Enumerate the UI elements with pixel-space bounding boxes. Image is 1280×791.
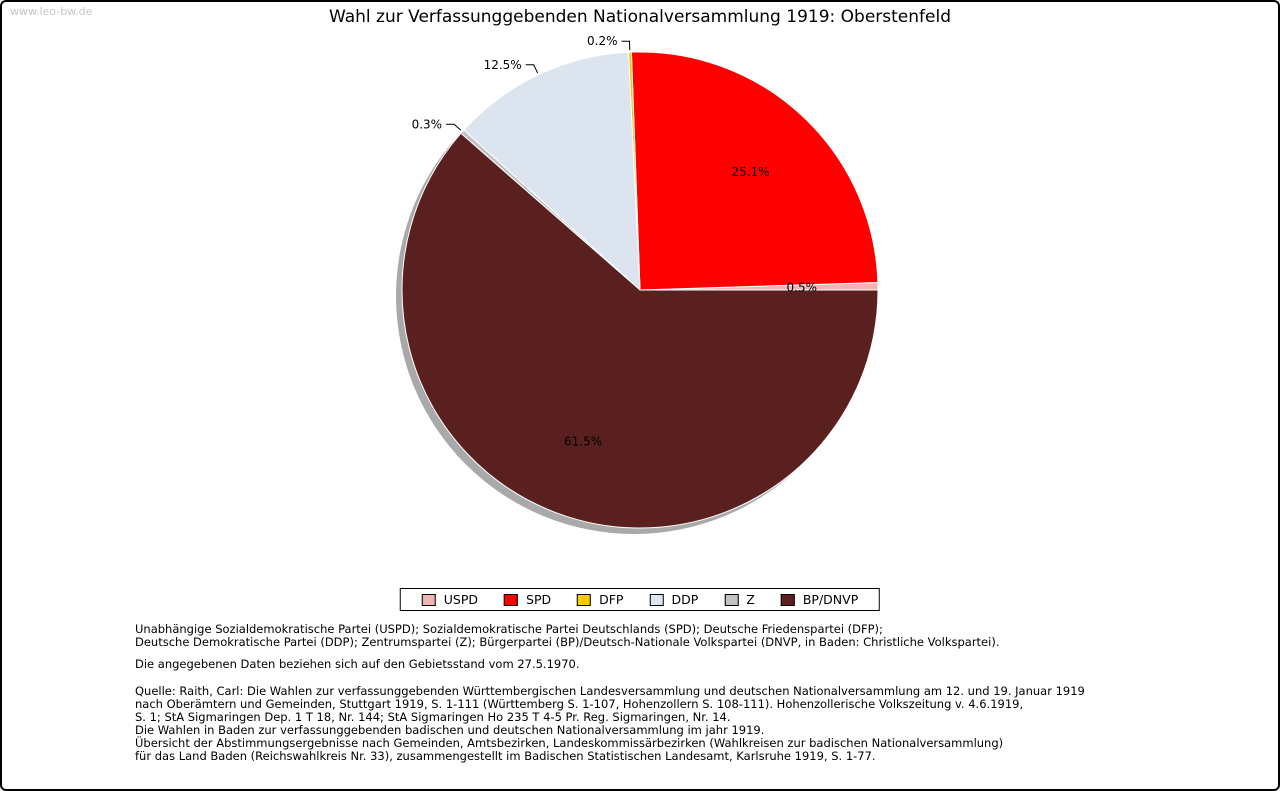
legend-swatch-spd [504, 593, 519, 606]
legend-swatch-uspd [421, 593, 436, 606]
pie-value-label-bp-dnvp: 61.5% [564, 435, 602, 449]
pie-value-label-z: 0.3% [412, 117, 443, 131]
pie-chart: 0.5% 25.1% 0.2% 12.5% 0.3% 61.5% [396, 34, 879, 534]
pie-label-leader-z [446, 123, 462, 131]
legend-item-ddp: DDP [649, 592, 698, 607]
watermark: www.leo-bw.de [10, 5, 93, 18]
source-note: Quelle: Raith, Carl: Die Wahlen zur verf… [135, 685, 1238, 763]
legend: USPD SPD DFP DDP Z BP/DNVP [399, 588, 881, 611]
source-note-line: nach Oberämtern und Gemeinden, Stuttgart… [135, 697, 1024, 711]
pie-value-label-spd: 25.1% [731, 165, 769, 179]
source-note-line: S. 1; StA Sigmaringen Dep. 1 T 18, Nr. 1… [135, 710, 731, 724]
legend-item-bp-dnvp: BP/DNVP [780, 592, 859, 607]
pie-label-leader-dfp [621, 40, 631, 51]
pie-slice-bp-dnvp [401, 132, 879, 529]
legend-label-spd: SPD [526, 592, 552, 607]
territorial-status-note: Die angegebenen Daten beziehen sich auf … [135, 657, 580, 671]
source-note-line: Quelle: Raith, Carl: Die Wahlen zur verf… [135, 684, 1085, 698]
pie-value-label-dfp: 0.2% [587, 34, 618, 48]
legend-label-dfp: DFP [599, 592, 624, 607]
legend-item-spd: SPD [504, 592, 551, 607]
source-note-line: Die Wahlen in Baden zur verfassunggebend… [135, 723, 765, 737]
pie-value-label-ddp: 12.5% [484, 58, 522, 72]
pie-label-leader-ddp [525, 64, 539, 74]
legend-label-uspd: USPD [443, 592, 479, 607]
pie-slice-ddp [463, 51, 641, 292]
source-note-line: für das Land Baden (Reichswahlkreis Nr. … [135, 749, 876, 763]
legend-label-bp-dnvp: BP/DNVP [802, 592, 859, 607]
legend-swatch-dfp [577, 593, 592, 606]
party-note-line: Deutsche Demokratische Partei (DDP); Zen… [135, 635, 1000, 649]
legend-swatch-z [724, 593, 739, 606]
party-note-line: Unabhängige Sozialdemokratische Partei (… [135, 622, 883, 636]
legend-item-uspd: USPD [421, 592, 479, 607]
legend-item-z: Z [724, 592, 755, 607]
legend-label-ddp: DDP [671, 592, 699, 607]
pie-value-label-uspd: 0.5% [787, 281, 818, 295]
pie-slice-spd [630, 51, 879, 291]
chart-title: Wahl zur Verfassunggebenden Nationalvers… [329, 7, 951, 27]
party-abbreviation-note: Unabhängige Sozialdemokratische Partei (… [135, 623, 1238, 649]
legend-swatch-bp-dnvp [780, 593, 795, 606]
legend-swatch-ddp [649, 593, 664, 606]
legend-label-z: Z [746, 592, 755, 607]
legend-item-dfp: DFP [577, 592, 623, 607]
notes: Unabhängige Sozialdemokratische Partei (… [135, 623, 1238, 763]
source-note-line: Übersicht der Abstimmungsergebnisse nach… [135, 736, 1004, 750]
